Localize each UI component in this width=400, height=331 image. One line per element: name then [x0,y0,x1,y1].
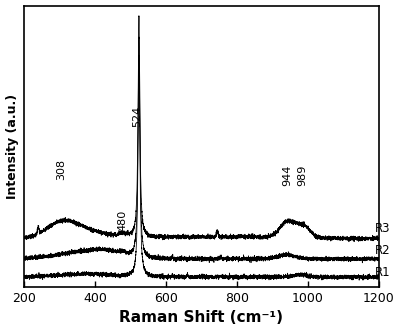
X-axis label: Raman Shift (cm⁻¹): Raman Shift (cm⁻¹) [119,310,283,325]
Text: R2: R2 [375,244,391,257]
Text: R3: R3 [375,222,390,235]
Text: 989: 989 [298,164,308,186]
Text: R1: R1 [375,266,391,279]
Text: 524: 524 [132,105,142,126]
Y-axis label: Intensity (a.u.): Intensity (a.u.) [6,94,18,199]
Text: 308: 308 [56,159,66,180]
Text: 944: 944 [282,164,292,186]
Text: 480: 480 [117,210,127,231]
